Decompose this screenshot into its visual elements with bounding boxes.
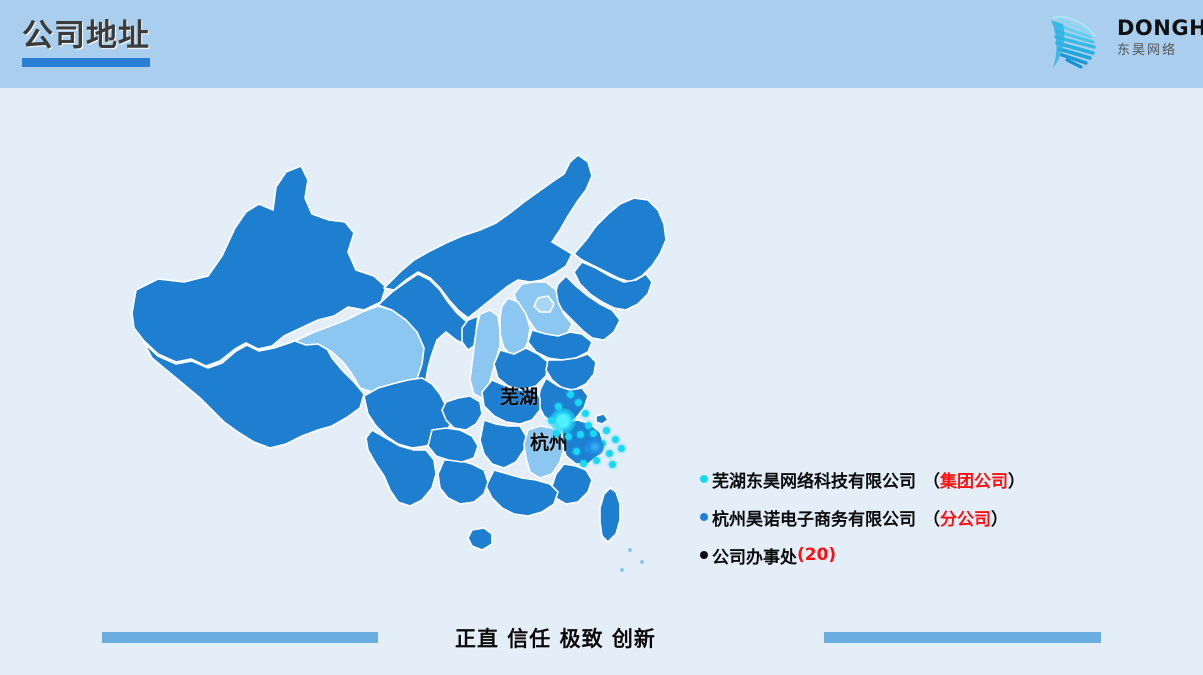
city-label-hangzhou: 杭州 (530, 432, 569, 454)
china-map-svg (96, 130, 696, 610)
page-title: 公司地址 (22, 18, 150, 54)
office-dot[interactable] (580, 460, 587, 467)
header-band: 公司地址 DONGHAO 东昊网络 (0, 0, 1203, 88)
office-dot[interactable] (603, 427, 610, 434)
title-block: 公司地址 (22, 16, 150, 67)
legend-label: 杭州昊诺电子商务有限公司 (712, 509, 916, 530)
company-logo[interactable]: DONGHAO 东昊网络 (1013, 6, 1203, 80)
office-dot[interactable] (618, 445, 625, 452)
office-dot[interactable] (553, 430, 560, 437)
office-dot[interactable] (609, 461, 616, 468)
footer-bar-left (102, 632, 378, 643)
title-underline (22, 58, 150, 67)
legend-item-branch-company[interactable]: 杭州昊诺电子商务有限公司 （ 分公司 ） (700, 498, 1030, 536)
legend-badge-branch: 分公司 (940, 509, 991, 530)
legend-label: 公司办事处 (712, 547, 797, 568)
office-dot[interactable] (606, 450, 613, 457)
office-dot[interactable] (577, 431, 584, 438)
office-dot[interactable] (590, 430, 597, 437)
office-dot[interactable] (573, 448, 580, 455)
legend-badge-count: (20) (797, 545, 837, 565)
office-dot[interactable] (612, 436, 619, 443)
city-label-wuhu: 芜湖 (500, 386, 539, 408)
logo-text-block: DONGHAO 东昊网络 (1117, 16, 1203, 60)
logo-name: DONGHAO (1117, 16, 1203, 40)
legend: 芜湖东昊网络科技有限公司 （ 集团公司 ） 杭州昊诺电子商务有限公司 （ 分公司… (700, 460, 1030, 574)
map-container[interactable]: 芜湖 杭州 (96, 130, 696, 610)
marker-headquarters-wuhu[interactable] (550, 408, 576, 434)
legend-bullet-black-icon (700, 551, 708, 559)
office-dot[interactable] (555, 403, 562, 410)
legend-item-offices[interactable]: 公司办事处 (20) (700, 536, 1030, 574)
legend-paren-close: ） (1008, 471, 1025, 492)
legend-bullet-cyan-icon (700, 475, 708, 483)
marker-branch-hangzhou[interactable] (586, 438, 604, 456)
legend-paren-open: （ (923, 471, 940, 492)
footer-slogan: 正直 信任 极致 创新 (455, 627, 656, 651)
fan-feather-icon (1051, 16, 1096, 69)
office-dot[interactable] (582, 410, 589, 417)
legend-badge-group: 集团公司 (940, 471, 1008, 492)
footer-bar-right (824, 632, 1101, 643)
legend-paren-open: （ (923, 509, 940, 530)
office-dot[interactable] (585, 422, 592, 429)
legend-item-group-company[interactable]: 芜湖东昊网络科技有限公司 （ 集团公司 ） (700, 460, 1030, 498)
legend-bullet-blue-icon (700, 513, 708, 521)
office-dot[interactable] (575, 399, 582, 406)
legend-label: 芜湖东昊网络科技有限公司 (712, 471, 916, 492)
office-dot[interactable] (567, 391, 574, 398)
office-dot[interactable] (565, 433, 572, 440)
office-dot[interactable] (593, 457, 600, 464)
logo-subtitle: 东昊网络 (1117, 43, 1178, 58)
marker-core (557, 415, 569, 427)
province-shapes (131, 154, 667, 572)
legend-paren-close: ） (991, 509, 1008, 530)
